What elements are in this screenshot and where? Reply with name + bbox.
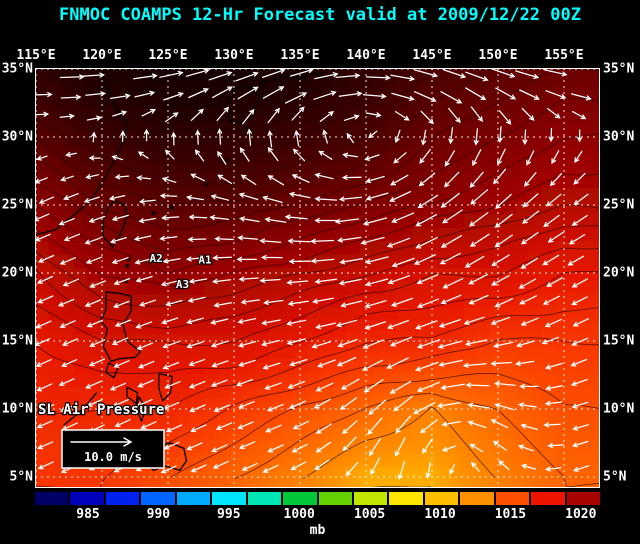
lat-label-right: 30°N <box>603 129 635 145</box>
colorbar-tick: 995 <box>217 507 241 522</box>
colorbar-units-label: mb <box>309 523 326 538</box>
lat-label-left: 10°N <box>1 401 33 417</box>
colorbar-tick: 1015 <box>494 507 527 522</box>
colorbar-segment <box>424 492 459 505</box>
lon-label: 130°E <box>214 48 254 63</box>
lat-label-left: 35°N <box>1 61 33 77</box>
colorbar-segment <box>35 492 69 505</box>
colorbar-tick: 1005 <box>353 507 386 522</box>
annotation-label: A2 <box>150 252 163 265</box>
colorbar-tick: 1020 <box>565 507 597 522</box>
field-label: SL Air Pressure <box>38 402 164 418</box>
colorbar-segment <box>389 492 423 505</box>
lon-label: 145°E <box>412 48 452 63</box>
annotations: A2 A1 A3 <box>148 251 213 292</box>
colorbar-segment <box>318 492 352 505</box>
colorbar-segment <box>566 492 600 505</box>
colorbar-segment <box>283 492 317 505</box>
chart-title: FNMOC COAMPS 12-Hr Forecast valid at 200… <box>59 5 581 25</box>
lon-label: 125°E <box>148 48 188 63</box>
colorbar-segment <box>105 492 140 505</box>
map-border <box>35 68 600 488</box>
colorbar-segment <box>460 492 494 505</box>
lon-label: 150°E <box>478 48 518 63</box>
lat-label-right: 10°N <box>603 401 635 417</box>
colorbar-segment <box>495 492 530 505</box>
lon-label: 155°E <box>544 48 584 63</box>
colorbar-segment <box>141 492 175 505</box>
colorbar-segment <box>247 492 282 505</box>
reference-arrow-box: 10.0 m/s <box>61 429 165 469</box>
colorbar-segment <box>212 492 246 505</box>
lat-label-left: 5°N <box>9 469 33 485</box>
lon-label: 115°E <box>16 48 56 63</box>
lat-label-right: 5°N <box>603 469 627 485</box>
annotation-label: A1 <box>198 254 212 267</box>
colorbar-tick: 985 <box>76 507 100 522</box>
colorbar-segment <box>353 492 388 505</box>
reference-arrow-label: 10.0 m/s <box>84 450 142 464</box>
lon-label: 135°E <box>280 48 320 63</box>
lat-label-right: 25°N <box>603 197 635 213</box>
colorbar-tick: 990 <box>146 507 171 522</box>
pressure-map: A2 A1 A3 SL Air Pressure 10.0 m/s <box>35 68 600 488</box>
lat-label-left: 25°N <box>1 197 33 213</box>
colorbar-segment <box>531 492 565 505</box>
lat-label-left: 30°N <box>1 129 33 145</box>
lon-label: 120°E <box>82 48 122 63</box>
colorbar-tick: 1010 <box>424 507 456 522</box>
colorbar-segment <box>176 492 211 505</box>
lat-label-right: 35°N <box>603 61 635 77</box>
lat-label-right: 15°N <box>603 333 635 349</box>
wind-vectors <box>35 68 592 481</box>
colorbar-tick-labels: 985 990 995 1000 1005 1010 1015 1020 <box>35 507 600 523</box>
colorbar <box>35 492 600 505</box>
lat-label-left: 20°N <box>1 265 33 281</box>
lat-label-right: 20°N <box>603 265 635 281</box>
colorbar-tick: 1000 <box>283 507 315 522</box>
reference-arrow-icon <box>70 437 133 447</box>
annotation-label: A3 <box>176 278 189 291</box>
lat-label-left: 15°N <box>1 333 33 349</box>
colorbar-segment <box>70 492 104 505</box>
lon-label: 140°E <box>346 48 386 63</box>
